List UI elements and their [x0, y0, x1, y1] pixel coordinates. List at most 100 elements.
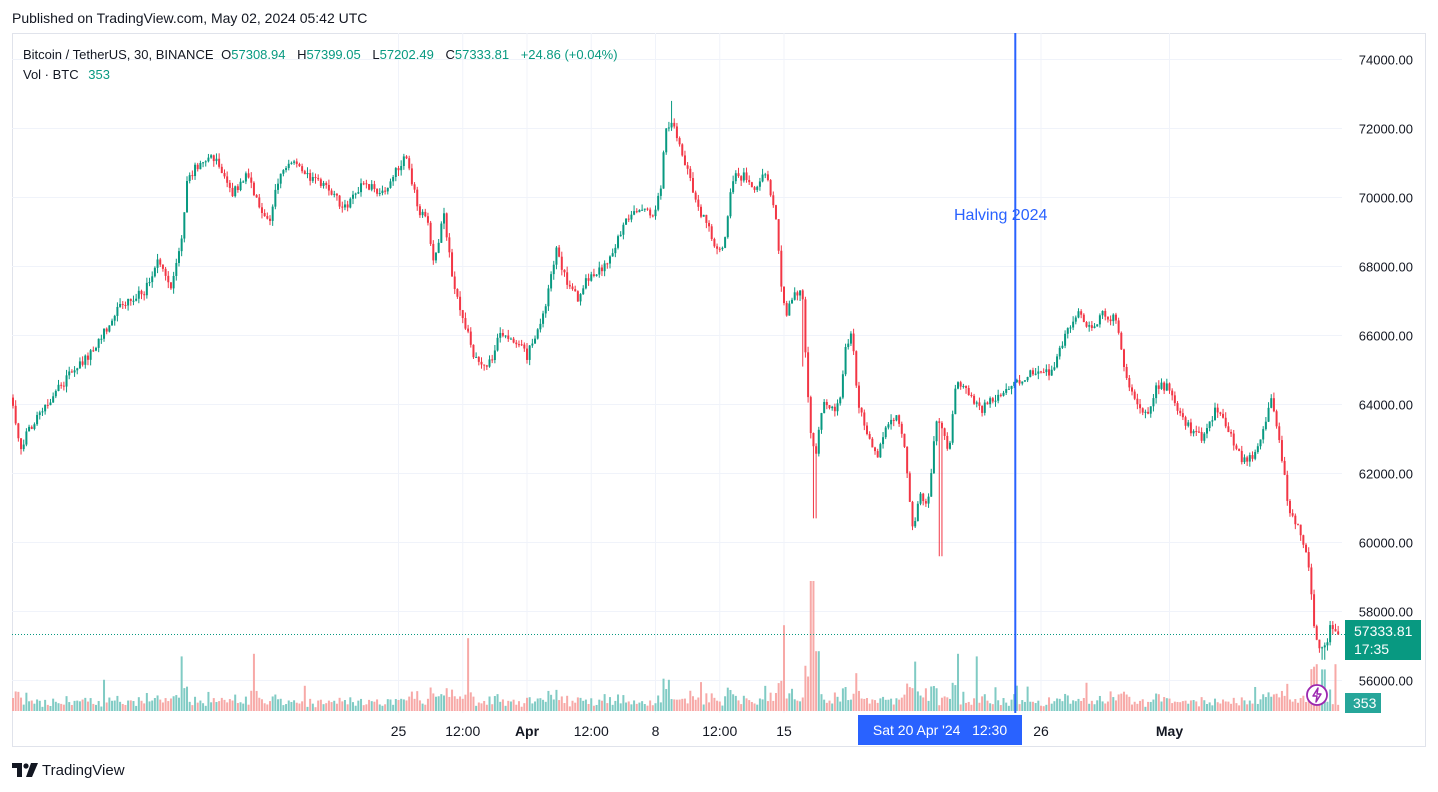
- price-tick-label: 56000.00: [1359, 674, 1413, 689]
- candle-body: [274, 189, 277, 207]
- candle-body: [244, 173, 247, 182]
- candle-body: [1034, 373, 1037, 375]
- candle-body: [608, 256, 611, 264]
- candle-body: [1251, 455, 1254, 459]
- current-volume-tag: 353: [1345, 693, 1381, 713]
- volume-bar: [287, 700, 290, 711]
- volume-bar: [421, 703, 424, 711]
- candle-body: [322, 183, 325, 186]
- volume-bar: [820, 694, 823, 711]
- volume-bar: [349, 697, 352, 711]
- candle-body: [724, 237, 727, 248]
- volume-bar: [392, 704, 395, 711]
- candle-body: [742, 172, 745, 181]
- candle-body: [772, 195, 775, 206]
- candle-body: [844, 347, 847, 375]
- volume-bar: [234, 694, 237, 711]
- candle-body: [916, 503, 919, 522]
- halving-annotation[interactable]: Halving 2024: [954, 207, 1048, 224]
- volume-bar: [1184, 700, 1187, 711]
- volume-bar: [761, 699, 764, 711]
- candlesticks: [12, 100, 1340, 660]
- volume-bar: [501, 699, 504, 711]
- candle-body: [630, 214, 633, 220]
- volume-bar: [277, 699, 280, 711]
- volume-bar: [598, 699, 601, 711]
- candle-body: [269, 218, 271, 221]
- candle-body: [614, 247, 617, 254]
- candle-body: [1045, 369, 1048, 373]
- candle-body: [81, 361, 84, 365]
- candle-body: [33, 424, 36, 429]
- volume-bar: [260, 699, 263, 711]
- countdown-timer: 17:35: [1354, 641, 1390, 657]
- volume-bar: [1179, 702, 1182, 711]
- volume-bar: [874, 700, 877, 711]
- volume-bar: [210, 702, 213, 711]
- candle-body: [1267, 407, 1270, 422]
- legend-volume-row: Vol · BTC 353: [23, 65, 618, 85]
- candle-body: [619, 234, 622, 237]
- volume-bar: [828, 700, 831, 711]
- candle-body: [1101, 310, 1104, 316]
- tradingview-logo[interactable]: TradingView: [12, 760, 125, 780]
- candle-body: [978, 402, 981, 406]
- candle-body: [365, 183, 368, 185]
- volume-bar: [269, 701, 271, 711]
- candle-body: [745, 172, 748, 181]
- volume-bar: [175, 695, 178, 711]
- volume-bar: [1173, 701, 1176, 711]
- volume-bar: [1023, 701, 1026, 711]
- candle-body: [501, 333, 504, 336]
- volume-bar: [935, 688, 938, 711]
- legend-change: +24.86 (+0.04%): [520, 47, 618, 62]
- volume-bar: [673, 699, 676, 711]
- candle-body: [740, 176, 743, 181]
- candle-body: [49, 402, 52, 406]
- candle-body: [1291, 513, 1294, 516]
- volume-bar: [560, 696, 563, 711]
- candle-body: [831, 406, 834, 409]
- volume-bar: [1297, 702, 1299, 711]
- candle-body: [884, 427, 887, 438]
- volume-bar: [943, 696, 946, 711]
- candle-body: [697, 199, 700, 207]
- volume-bar: [507, 700, 510, 711]
- volume-bar: [900, 697, 903, 711]
- candle-body: [183, 212, 186, 239]
- candle-body: [1007, 388, 1010, 390]
- candle-body: [1334, 629, 1337, 632]
- candle-body: [820, 413, 823, 430]
- candle-body: [1093, 326, 1096, 329]
- volume-bar: [111, 700, 114, 711]
- volume-bar: [745, 698, 748, 711]
- candle-body: [279, 173, 282, 184]
- candle-body: [721, 247, 724, 250]
- candle-body: [1117, 320, 1120, 333]
- volume-bar: [250, 690, 253, 711]
- volume-bar: [94, 704, 97, 711]
- candle-body: [611, 253, 614, 257]
- candle-body: [1031, 370, 1034, 375]
- volume-bar: [876, 702, 879, 711]
- lightning-icon[interactable]: [1305, 683, 1329, 707]
- volume-bar: [432, 693, 435, 711]
- candle-body: [94, 347, 97, 351]
- volume-bar: [863, 698, 866, 711]
- candle-body: [1243, 457, 1246, 463]
- candle-body: [871, 438, 874, 448]
- volume-bar: [769, 692, 772, 711]
- volume-bar: [161, 702, 164, 711]
- candle-body: [151, 276, 154, 283]
- candle-body: [378, 193, 381, 195]
- volume-bar: [242, 703, 245, 711]
- volume-bar: [531, 703, 534, 711]
- candle-body: [689, 168, 692, 178]
- volume-bar: [416, 691, 419, 711]
- candle-body: [973, 395, 976, 404]
- candle-body: [485, 365, 488, 367]
- volume-bar: [1056, 698, 1059, 711]
- price-chart[interactable]: 56000.00 58000.00 60000.00 62000.00 64000.00…: [12, 33, 1426, 747]
- volume-bar: [825, 702, 828, 711]
- volume-bar: [815, 651, 818, 711]
